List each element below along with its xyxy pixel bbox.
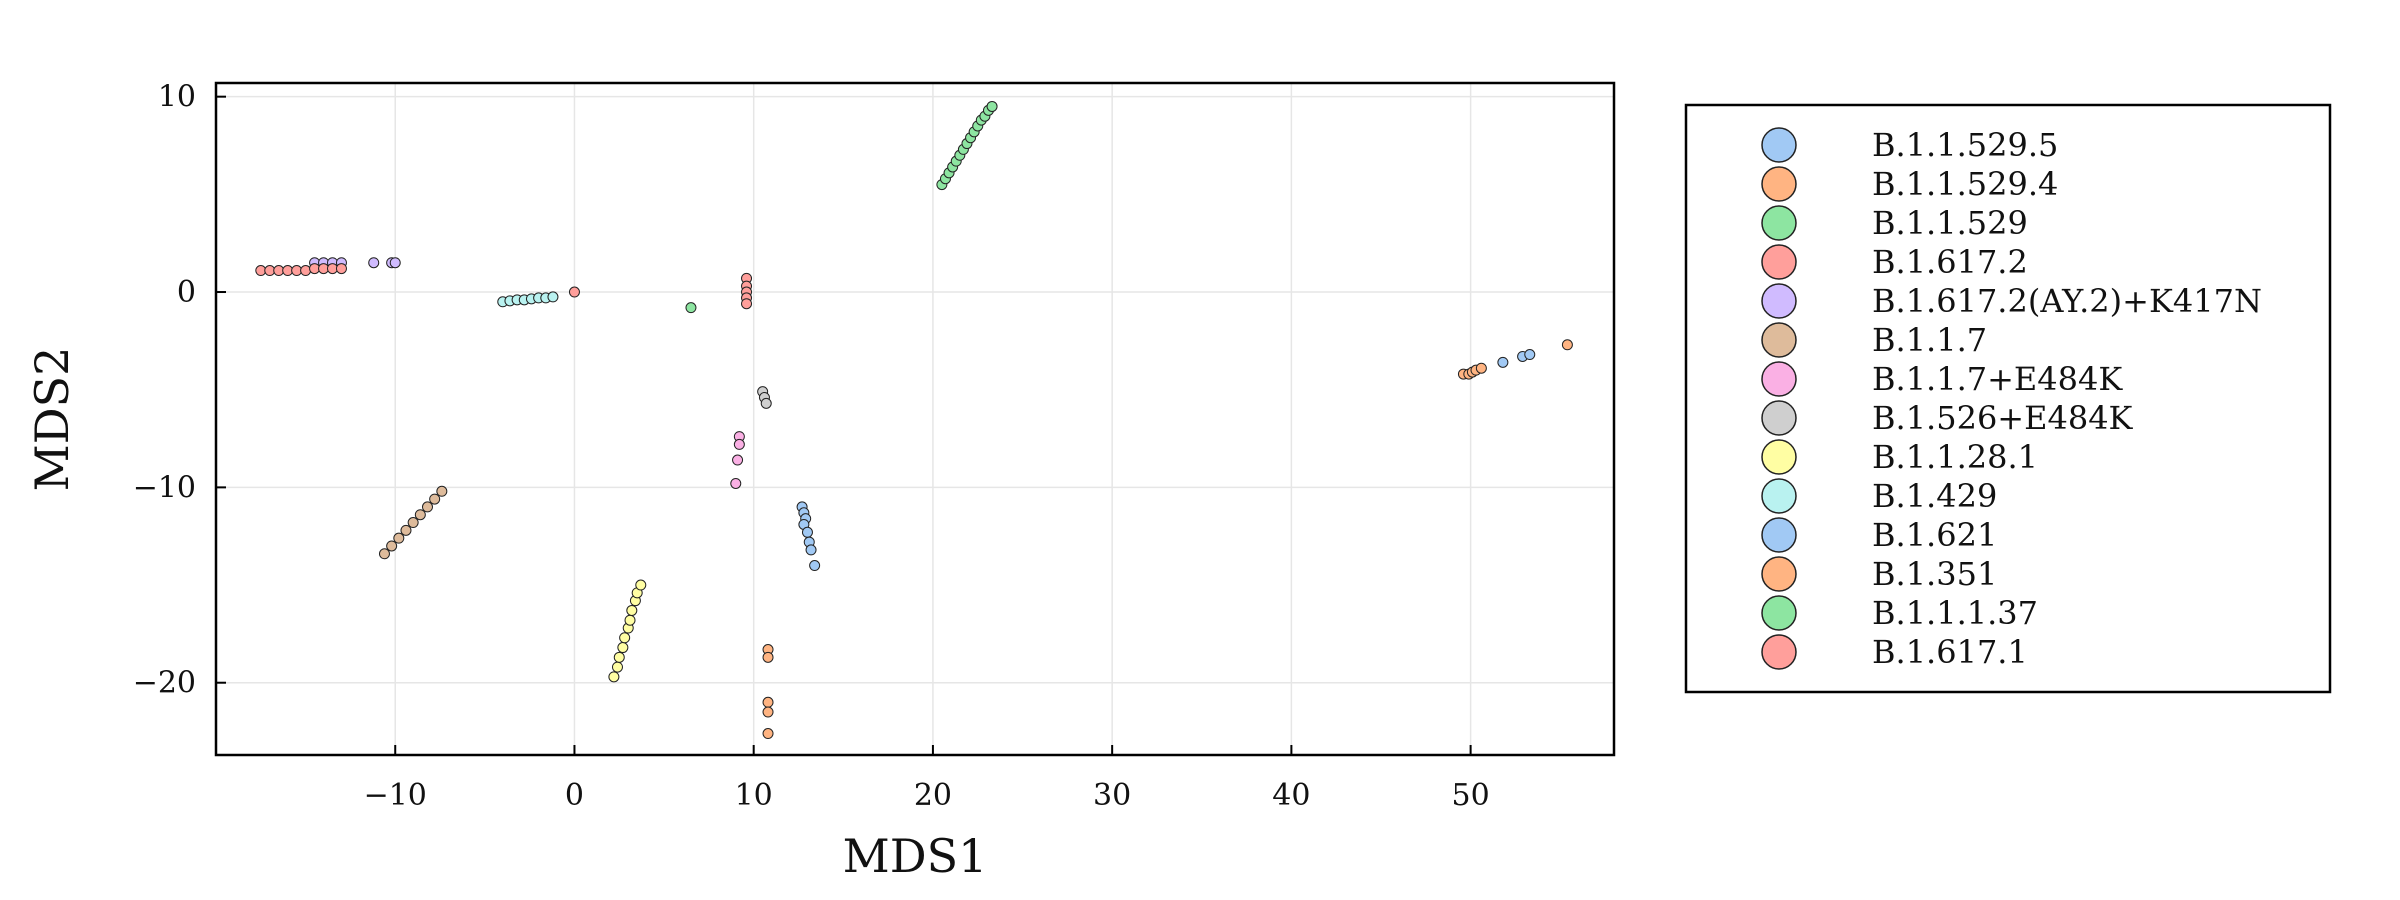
data-point — [619, 632, 631, 644]
legend-marker — [1761, 478, 1797, 514]
legend-label: B.1.526+E484K — [1872, 399, 2134, 437]
legend-label: B.1.617.2(AY.2)+K417N — [1872, 282, 2262, 320]
legend-label: B.1.1.529 — [1872, 204, 2028, 242]
legend-label: B.1.621 — [1872, 516, 1997, 554]
data-point — [547, 291, 559, 303]
data-point — [762, 696, 774, 708]
legend-label: B.1.351 — [1872, 555, 1997, 593]
legend-marker — [1761, 244, 1797, 280]
data-point — [809, 560, 821, 572]
plot-frame — [214, 81, 1616, 757]
data-point — [368, 257, 380, 269]
data-points — [255, 100, 1573, 740]
legend-label: B.1.1.1.37 — [1872, 594, 2038, 632]
legend-marker — [1761, 361, 1797, 397]
data-point — [429, 493, 441, 505]
x-tick-label: 0 — [565, 778, 584, 813]
legend-label: B.1.1.7+E484K — [1872, 360, 2123, 398]
data-point — [389, 257, 401, 269]
data-point — [400, 524, 412, 536]
legend-marker — [1761, 439, 1797, 475]
x-tick-label: −10 — [364, 778, 427, 813]
data-point — [733, 438, 745, 450]
legend: B.1.1.529.5B.1.1.529.4B.1.1.529B.1.617.2… — [1684, 103, 2332, 694]
data-point — [414, 509, 426, 521]
data-point — [386, 540, 398, 552]
data-point — [436, 485, 448, 497]
x-tick-label: 40 — [1272, 778, 1310, 813]
data-point — [613, 651, 625, 663]
legend-label: B.1.1.529.4 — [1872, 165, 2058, 203]
data-point — [760, 397, 772, 409]
legend-marker — [1761, 166, 1797, 202]
data-point — [378, 548, 390, 560]
data-point — [986, 100, 998, 112]
data-point — [421, 501, 433, 513]
data-point — [300, 265, 312, 277]
legend-marker — [1761, 322, 1797, 358]
legend-marker — [1761, 283, 1797, 319]
legend-marker — [1761, 400, 1797, 436]
legend-marker — [1761, 634, 1797, 670]
x-axis-label: MDS1 — [843, 829, 988, 883]
legend-marker — [1761, 127, 1797, 163]
axis-ticks: −10 0 10 20 30 40 50 −20 −10 0 10 — [133, 80, 1490, 813]
y-tick-label: 10 — [158, 80, 196, 115]
data-point — [732, 454, 744, 466]
data-point — [624, 614, 636, 626]
legend-box — [1684, 103, 2332, 694]
y-axis-label: MDS2 — [25, 347, 79, 492]
data-point — [407, 517, 419, 529]
data-point — [762, 728, 774, 740]
legend-label: B.1.1.529.5 — [1872, 126, 2058, 164]
data-point — [730, 477, 742, 489]
grid — [216, 83, 1614, 755]
x-tick-label: 50 — [1452, 778, 1490, 813]
legend-marker — [1761, 205, 1797, 241]
data-point — [393, 532, 405, 544]
legend-label: B.1.617.1 — [1872, 633, 2028, 671]
data-point — [685, 302, 697, 314]
y-tick-label: −20 — [133, 666, 196, 701]
legend-label: B.1.1.7 — [1872, 321, 1987, 359]
data-point — [626, 604, 638, 616]
data-point — [568, 286, 580, 298]
data-point — [635, 579, 647, 591]
legend-marker — [1761, 556, 1797, 592]
legend-label: B.1.1.28.1 — [1872, 438, 2038, 476]
data-point — [617, 642, 629, 654]
data-point — [1524, 349, 1536, 361]
data-point — [1497, 356, 1509, 368]
legend-items: B.1.1.529.5B.1.1.529.4B.1.1.529B.1.617.2… — [1761, 126, 2262, 671]
data-point — [608, 671, 620, 683]
data-point — [762, 706, 774, 718]
legend-label: B.1.429 — [1872, 477, 1997, 515]
data-point — [805, 544, 817, 556]
legend-label: B.1.617.2 — [1872, 243, 2028, 281]
y-tick-label: 0 — [177, 275, 196, 310]
x-tick-label: 10 — [735, 778, 773, 813]
data-point — [741, 298, 753, 310]
data-point — [1561, 339, 1573, 351]
x-tick-label: 30 — [1093, 778, 1131, 813]
y-tick-label: −10 — [133, 470, 196, 505]
data-point — [801, 526, 813, 538]
data-point — [611, 661, 623, 673]
legend-marker — [1761, 595, 1797, 631]
data-point — [762, 651, 774, 663]
legend-marker — [1761, 517, 1797, 553]
x-tick-label: 20 — [914, 778, 952, 813]
data-point — [335, 263, 347, 275]
data-point — [1475, 362, 1487, 374]
